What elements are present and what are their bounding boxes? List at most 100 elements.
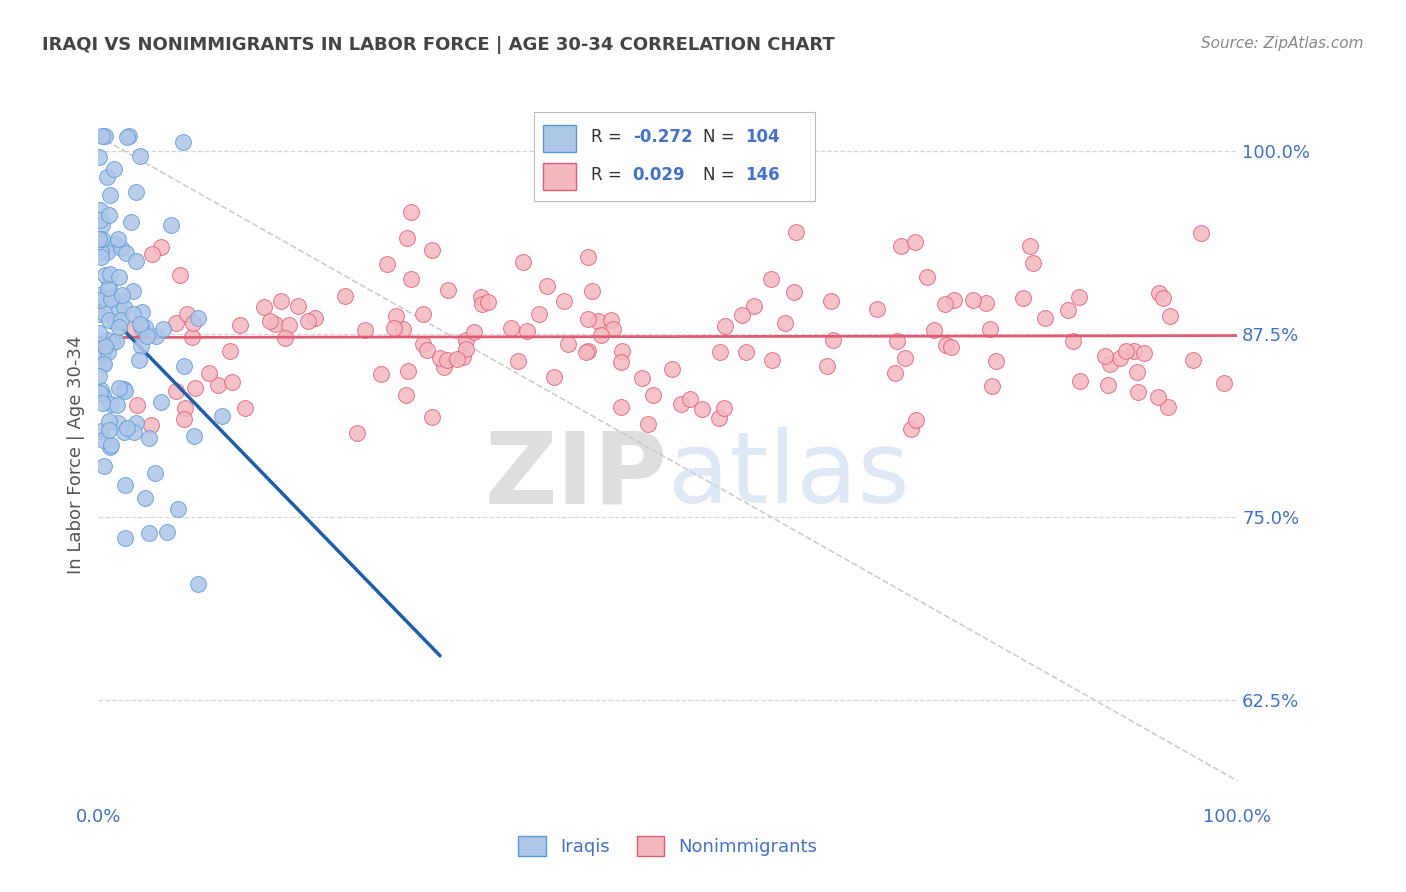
Point [110,241,132,255]
Point [187,310,209,325]
Point [118,129,141,144]
Point [1098,357,1121,371]
Point [785,225,807,239]
Point [384,321,406,335]
Point [1022,256,1045,270]
Point [138,525,160,540]
Point [692,401,714,416]
Point [114,531,136,545]
Point [181,316,204,330]
Point [399,205,422,219]
Point [278,318,301,333]
Point [107,232,129,246]
Point [471,297,494,311]
Point [108,294,131,309]
Point [396,231,419,245]
Point [1147,390,1170,404]
Point [297,314,319,328]
Point [198,366,221,380]
Point [661,361,683,376]
Point [270,294,292,309]
Point [553,294,575,309]
Point [101,289,124,303]
Point [643,388,665,402]
Point [1057,303,1080,318]
Point [152,322,174,336]
Point [176,307,198,321]
Point [173,401,195,415]
Point [436,353,458,368]
Point [370,368,392,382]
Point [679,392,702,407]
Point [707,410,730,425]
Point [134,320,156,334]
Point [125,185,148,199]
Point [543,370,565,384]
Point [89,293,111,308]
Point [90,244,112,259]
Point [709,344,731,359]
Point [735,344,758,359]
Legend: Iraqis, Nonimmigrants: Iraqis, Nonimmigrants [512,829,824,863]
Point [114,384,136,398]
Point [124,320,146,334]
Point [150,240,173,254]
Point [354,323,377,337]
Point [108,302,131,317]
Point [221,375,243,389]
Point [821,333,844,347]
Point [112,382,135,396]
Point [173,359,195,373]
Point [122,307,145,321]
Point [98,423,121,437]
Point [446,352,468,367]
Point [984,354,1007,368]
Point [165,384,187,399]
Point [259,314,281,328]
Point [103,316,125,330]
Point [172,136,194,150]
Point [1182,353,1205,368]
Point [976,296,998,310]
Point [576,250,599,264]
Point [591,327,613,342]
Point [1123,343,1146,358]
Point [89,232,111,246]
Point [375,257,398,271]
Point [93,357,115,371]
Point [219,344,242,359]
FancyBboxPatch shape [543,125,576,152]
Point [253,300,276,314]
Point [112,425,135,439]
Point [1213,376,1236,391]
Point [93,338,115,352]
Point [730,308,752,322]
Point [89,150,111,164]
Point [138,431,160,445]
Point [761,272,783,286]
Point [412,307,434,321]
Point [1062,334,1084,348]
Point [111,288,134,302]
Point [108,381,131,395]
Point [890,239,912,253]
Point [904,235,927,250]
Point [91,433,114,447]
Point [128,352,150,367]
Point [391,322,413,336]
Point [915,270,938,285]
Point [183,429,205,443]
Point [98,208,121,222]
Text: 104: 104 [745,128,780,146]
Point [97,334,120,348]
Point [87,369,110,384]
Point [527,307,550,321]
Point [610,401,633,415]
Point [1159,309,1181,323]
Point [122,284,145,298]
Point [184,381,207,395]
Point [1125,365,1147,379]
Point [187,576,209,591]
Point [87,287,110,301]
Point [304,310,326,325]
